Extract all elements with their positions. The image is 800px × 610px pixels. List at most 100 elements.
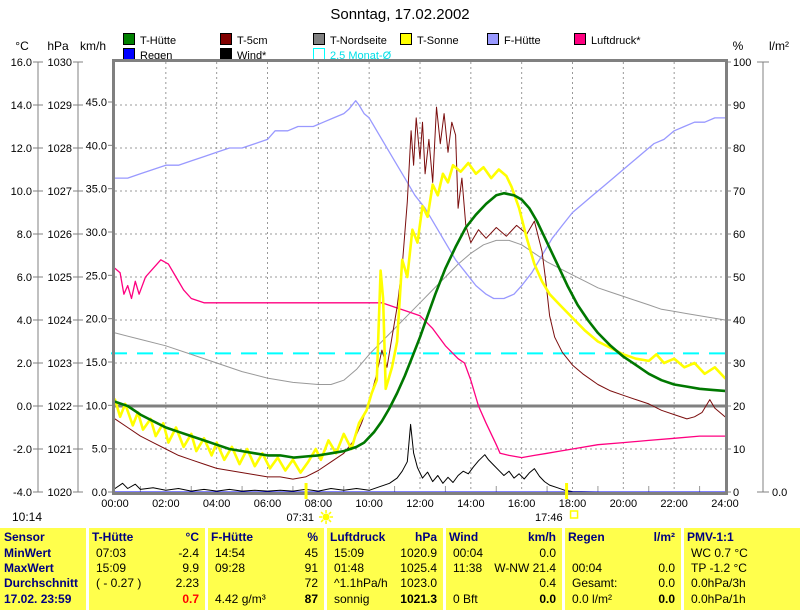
percent-tick-label: 80: [733, 143, 745, 155]
celsius-tick-label: 6.0: [17, 272, 32, 284]
celsius-tick-label: 10.0: [11, 186, 32, 198]
cell-time: 4.42 g/m³: [215, 592, 266, 606]
sun-icon: [319, 510, 334, 524]
cell-time: ( - 0.27 ): [96, 576, 142, 590]
percent-unit-label: %: [733, 39, 744, 53]
lm2-bottom-label: 0.0: [772, 487, 787, 499]
celsius-tick-label: 4.0: [17, 315, 32, 327]
series-t-nordseite: [114, 239, 726, 385]
percent-tick-label: 100: [733, 57, 751, 69]
cell-time: 00:04: [453, 546, 484, 560]
celsius-tick-label: 12.0: [11, 143, 32, 155]
cell-value: 91: [304, 561, 318, 575]
celsius-tick-label: 14.0: [11, 100, 32, 112]
cell-value: 1021.3: [400, 592, 437, 606]
column-divider: [681, 528, 684, 610]
column-unit: km/h: [527, 530, 556, 544]
column-divider: [562, 528, 565, 610]
x-tick-label: 04:00: [203, 498, 231, 510]
cell-time: 07:03: [96, 546, 127, 560]
column-divider: [86, 528, 89, 610]
cell-time: 09:28: [215, 561, 246, 575]
cell-time: 0.0 l/m²: [572, 592, 613, 606]
cell-value: 0.0: [658, 576, 675, 590]
pmv-value: TP -1.2 °C: [691, 561, 747, 575]
cell-value: 0.0: [539, 592, 556, 606]
kmh-tick-label: 45.0: [86, 97, 107, 109]
legend-item-t-h-tte[interactable]: T-Hütte: [123, 33, 176, 47]
legend-label: T-Nordseite: [330, 35, 387, 47]
column-divider: [205, 528, 208, 610]
kmh-tick-label: 15.0: [86, 357, 107, 369]
hpa-tick-label: 1025: [48, 272, 72, 284]
row-label: 17.02. 23:59: [4, 592, 72, 606]
row-label: Sensor: [4, 530, 45, 544]
weather-chart: 16.0 14.0 12.0 10.0 8.0 6.0 4.0 2.0 0.0 -2.0 -4.0 °…: [11, 39, 789, 524]
column-unit: l/m²: [653, 530, 675, 544]
kmh-tick-label: 5.0: [92, 444, 107, 456]
x-tick-label: 16:00: [508, 498, 536, 510]
cell-time: Gesamt:: [572, 576, 618, 590]
celsius-tick-label: -4.0: [13, 487, 32, 499]
legend-label: T-5cm: [237, 35, 268, 47]
cell-value: 0.4: [539, 576, 556, 590]
legend-item-f-h-tte[interactable]: F-Hütte: [487, 33, 541, 47]
column-unit: %: [307, 530, 318, 544]
x-tick-label: 20:00: [610, 498, 638, 510]
column-header: Luftdruck: [330, 530, 386, 544]
legend-item-t-sonne[interactable]: T-Sonne: [400, 33, 459, 47]
cell-value: 72: [304, 576, 318, 590]
celsius-unit-label: °C: [15, 39, 29, 53]
row-label: Durchschnitt: [4, 576, 79, 590]
cell-value: 1025.4: [400, 561, 437, 575]
legend-swatch-icon: [400, 33, 412, 45]
percent-tick-label: 20: [733, 401, 745, 413]
cell-time: 0 Bft: [453, 592, 478, 606]
legend-swatch-icon: [313, 33, 325, 45]
row-label: MaxWert: [4, 561, 54, 575]
cell-value: -2.4: [178, 546, 199, 560]
celsius-tick-label: 0.0: [17, 401, 32, 413]
column-divider: [443, 528, 446, 610]
hpa-unit-label: hPa: [47, 39, 69, 53]
legend-swatch-icon: [220, 33, 232, 45]
hpa-tick-label: 1026: [48, 229, 72, 241]
cell-time: 11:38: [453, 561, 483, 575]
celsius-tick-label: -2.0: [13, 444, 32, 456]
cell-value: 0.0: [539, 546, 556, 560]
legend-label: T-Sonne: [417, 35, 459, 47]
legend-item-luftdruck-[interactable]: Luftdruck*: [574, 33, 641, 47]
summary-table: Sensor MinWert MaxWert Durchschnitt 17.02. 2…: [0, 528, 800, 610]
legend-swatch-icon: [123, 33, 135, 45]
legend-item-t-nordseite[interactable]: T-Nordseite: [313, 33, 387, 47]
cell-time: 00:04: [572, 561, 603, 575]
x-tick-label: 06:00: [254, 498, 282, 510]
column-divider: [324, 528, 327, 610]
legend-swatch-icon: [487, 33, 499, 45]
x-tick-label: 22:00: [660, 498, 688, 510]
cell-time: 01:48: [334, 561, 365, 575]
celsius-tick-label: 16.0: [11, 57, 32, 69]
hpa-tick-label: 1028: [48, 143, 72, 155]
kmh-tick-label: 25.0: [86, 270, 107, 282]
hpa-tick-label: 1023: [48, 358, 72, 370]
lm2-unit-label: l/m²: [769, 39, 789, 53]
series-t-h-tte: [113, 191, 727, 459]
column-header: PMV-1:1: [687, 530, 734, 544]
kmh-tick-label: 35.0: [86, 184, 107, 196]
x-tick-label: 18:00: [559, 498, 587, 510]
cell-value: 1023.0: [400, 576, 437, 590]
cell-value: W-NW 21.4: [494, 561, 556, 575]
row-label: MinWert: [4, 546, 52, 560]
kmh-tick-label: 0.0: [92, 487, 107, 499]
hpa-tick-label: 1029: [48, 100, 72, 112]
cell-value: 87: [304, 592, 318, 606]
x-tick-label: 10:00: [355, 498, 383, 510]
pmv-value: WC 0.7 °C: [691, 546, 748, 560]
celsius-tick-label: 8.0: [17, 229, 32, 241]
x-tick-label: 08:00: [305, 498, 333, 510]
pmv-value: 0.0hPa/3h: [691, 576, 746, 590]
legend-item-t-5cm[interactable]: T-5cm: [220, 33, 268, 47]
cell-time: sonnig: [334, 592, 370, 606]
